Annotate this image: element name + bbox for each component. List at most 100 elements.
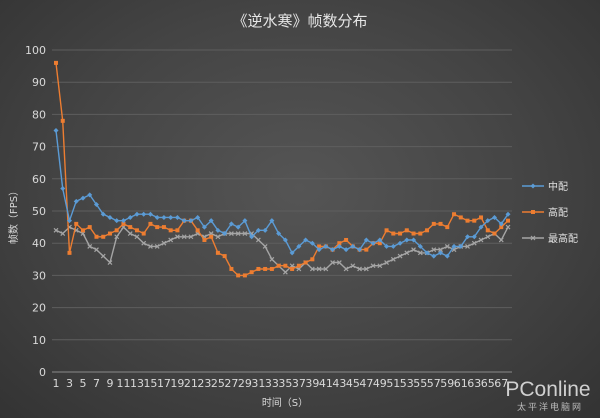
data-point (269, 266, 274, 271)
x-tick-label: 27 (224, 377, 238, 390)
data-point (215, 250, 220, 255)
data-point (317, 244, 322, 249)
data-point (343, 266, 349, 272)
data-point (107, 214, 113, 220)
data-point (431, 253, 437, 259)
data-point (290, 266, 295, 271)
data-point (148, 221, 153, 226)
data-point (94, 247, 99, 253)
data-point (80, 195, 86, 201)
data-point (208, 218, 214, 224)
data-point (128, 225, 133, 230)
x-tick-label: 59 (440, 377, 454, 390)
gridlines (52, 49, 512, 373)
data-point (175, 234, 180, 240)
data-point (155, 225, 160, 230)
y-tick-label: 0 (39, 366, 46, 379)
data-point (404, 237, 410, 243)
data-point (316, 247, 322, 253)
x-tick-label: 23 (197, 377, 211, 390)
x-tick-label: 67 (494, 377, 508, 390)
data-point (296, 263, 301, 268)
series-lines (53, 60, 511, 278)
data-point (249, 234, 255, 240)
data-point (154, 243, 160, 249)
series-2 (53, 224, 511, 275)
data-point (174, 214, 180, 220)
y-tick-label: 40 (32, 237, 46, 250)
data-point (377, 263, 383, 269)
data-point (344, 237, 349, 242)
data-point (478, 237, 484, 243)
x-tick-label: 9 (106, 377, 113, 390)
legend-marker (531, 210, 535, 214)
data-point (93, 202, 99, 208)
y-tick-label: 100 (25, 44, 46, 57)
data-point (363, 237, 369, 243)
x-tick-label: 45 (346, 377, 360, 390)
x-tick-label: 29 (238, 377, 252, 390)
data-point (498, 237, 504, 243)
data-point (404, 250, 410, 256)
data-point (465, 218, 470, 223)
chart-title: 《逆水寒》帧数分布 (232, 12, 367, 30)
data-point (87, 192, 93, 198)
data-point (444, 253, 450, 259)
data-point (188, 218, 194, 224)
y-tick-label: 90 (32, 76, 46, 89)
y-axis-label: 帧数（FPS） (7, 186, 20, 244)
data-point (431, 247, 437, 253)
x-tick-label: 65 (481, 377, 495, 390)
series-line (55, 130, 509, 257)
x-tick-label: 31 (251, 377, 265, 390)
data-point (417, 250, 423, 256)
x-tick-label: 21 (184, 377, 198, 390)
data-point (465, 243, 470, 249)
data-point (506, 218, 510, 223)
data-point (485, 234, 491, 240)
data-point (222, 231, 228, 237)
data-point (114, 218, 120, 224)
x-tick-label: 19 (170, 377, 184, 390)
data-point (66, 218, 72, 224)
y-tick-label: 50 (32, 205, 46, 218)
data-point (242, 231, 248, 236)
data-point (471, 234, 477, 240)
data-point (424, 250, 430, 256)
data-point (337, 241, 342, 246)
watermark-tagline: 太平洋电脑网 (517, 401, 583, 413)
data-point (391, 231, 396, 236)
legend-item: 高配 (522, 206, 568, 219)
data-point (384, 260, 389, 265)
data-point (181, 218, 187, 224)
x-tick-label: 15 (143, 377, 157, 390)
data-point (242, 218, 248, 224)
data-point (478, 224, 484, 230)
data-point (357, 266, 363, 272)
data-point (195, 214, 201, 220)
data-point (289, 250, 295, 256)
legend-label: 最高配 (548, 232, 578, 245)
data-point (492, 231, 497, 236)
data-point (114, 234, 120, 240)
data-point (384, 243, 390, 249)
data-point (411, 247, 416, 253)
data-point (444, 243, 450, 249)
x-tick-label: 41 (319, 377, 333, 390)
data-point (479, 215, 484, 220)
x-tick-label: 35 (278, 377, 292, 390)
data-point (107, 260, 113, 265)
data-point (73, 198, 79, 204)
y-tick-label: 30 (32, 269, 46, 282)
y-tick-label: 80 (32, 108, 46, 121)
x-tick-label: 39 (305, 377, 319, 390)
y-tick-label: 60 (32, 173, 46, 186)
data-point (465, 234, 471, 240)
data-point (384, 228, 389, 233)
data-point (417, 243, 423, 249)
data-point (336, 243, 342, 249)
x-tick-label: 33 (265, 377, 279, 390)
data-point (451, 243, 457, 249)
data-point (60, 231, 66, 236)
